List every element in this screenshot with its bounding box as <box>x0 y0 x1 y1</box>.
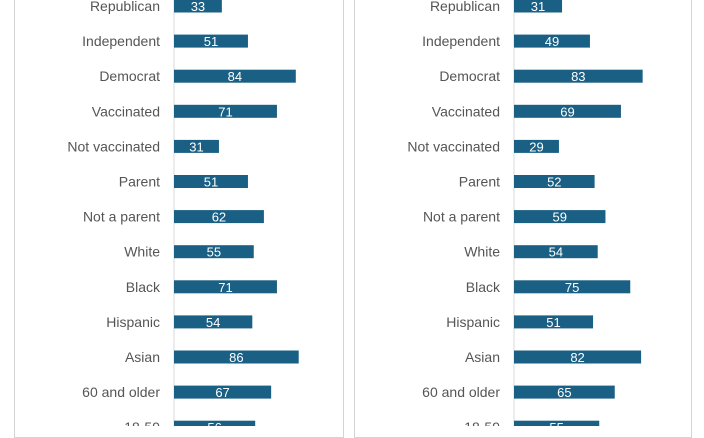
left-bar-black <box>174 280 277 294</box>
right-category-label-18-59: 18-59 <box>464 419 500 426</box>
right-chart: Republican 31 Independent 49 Democrat 83 Vacci… <box>407 0 643 426</box>
right-bar-asian <box>514 350 642 364</box>
left-bar-white <box>174 245 254 259</box>
left-bar-not-a-parent <box>174 210 264 224</box>
left-bar-democrat <box>174 69 296 83</box>
right-value-label-independent: 49 <box>545 34 559 49</box>
right-value-label-asian: 82 <box>570 350 584 365</box>
left-category-label-republican: Republican <box>90 0 160 14</box>
right-category-label-not-vaccinated: Not vaccinated <box>407 138 500 154</box>
left-category-label-18-59: 18-59 <box>124 419 160 426</box>
left-value-label-black: 71 <box>218 280 232 295</box>
right-bar-not-a-parent <box>514 210 606 224</box>
right-category-label-not-a-parent: Not a parent <box>423 209 500 225</box>
right-category-label-independent: Independent <box>422 33 500 49</box>
left-category-label-democrat: Democrat <box>99 68 160 84</box>
right-value-label-60-and-older: 65 <box>557 385 571 400</box>
left-category-label-asian: Asian <box>125 349 160 365</box>
left-value-label-60-and-older: 67 <box>215 385 229 400</box>
right-value-label-black: 75 <box>565 280 579 295</box>
left-bar-asian <box>174 350 299 364</box>
right-bar-republican <box>514 0 563 13</box>
left-category-label-60-and-older: 60 and older <box>82 384 160 400</box>
right-value-label-not-a-parent: 59 <box>552 210 566 225</box>
right-bar-hispanic <box>514 315 594 329</box>
left-category-label-vaccinated: Vaccinated <box>92 103 160 119</box>
left-value-label-white: 55 <box>207 245 221 260</box>
right-category-label-asian: Asian <box>465 349 500 365</box>
right-category-label-republican: Republican <box>430 0 500 14</box>
right-bar-independent <box>514 34 590 48</box>
left-bar-republican <box>174 0 222 13</box>
right-bar-60-and-older <box>514 385 615 399</box>
left-value-label-18-59: 56 <box>207 420 221 426</box>
right-value-label-democrat: 83 <box>571 69 585 84</box>
right-category-label-60-and-older: 60 and older <box>422 384 500 400</box>
right-bar-democrat <box>514 69 643 83</box>
left-category-label-independent: Independent <box>82 33 160 49</box>
right-value-label-vaccinated: 69 <box>560 104 574 119</box>
left-bar-not-vaccinated <box>174 139 219 153</box>
right-bar-vaccinated <box>514 104 621 118</box>
left-bar-parent <box>174 175 248 188</box>
right-category-label-parent: Parent <box>459 174 500 190</box>
bar-charts: Republican 33 Independent 51 Democrat 84 Vacci… <box>67 0 643 426</box>
right-bar-18-59 <box>514 420 600 426</box>
right-category-label-hispanic: Hispanic <box>446 314 500 330</box>
left-category-label-black: Black <box>126 279 161 295</box>
left-value-label-parent: 51 <box>204 175 218 190</box>
right-value-label-hispanic: 51 <box>546 315 560 330</box>
right-value-label-parent: 52 <box>547 175 561 190</box>
right-bar-parent <box>514 175 595 188</box>
left-value-label-hispanic: 54 <box>206 315 220 330</box>
right-value-label-not-vaccinated: 29 <box>529 139 543 154</box>
chart-stage: Republican 33 Independent 51 Democrat 84 Vacci… <box>14 0 692 438</box>
left-category-label-white: White <box>124 244 160 260</box>
left-category-label-not-a-parent: Not a parent <box>83 209 160 225</box>
left-value-label-asian: 86 <box>229 350 243 365</box>
left-value-label-not-a-parent: 62 <box>212 210 226 225</box>
left-category-label-hispanic: Hispanic <box>106 314 160 330</box>
left-bar-60-and-older <box>174 385 272 399</box>
right-category-label-democrat: Democrat <box>439 68 500 84</box>
right-bar-white <box>514 245 598 259</box>
left-value-label-democrat: 84 <box>228 69 242 84</box>
right-bar-black <box>514 280 631 294</box>
right-value-label-18-59: 55 <box>549 420 563 426</box>
right-category-label-white: White <box>464 244 500 260</box>
right-category-label-vaccinated: Vaccinated <box>432 103 500 119</box>
right-bar-not-vaccinated <box>514 139 559 153</box>
left-value-label-republican: 33 <box>191 0 205 14</box>
right-category-label-black: Black <box>466 279 501 295</box>
left-category-label-parent: Parent <box>119 174 160 190</box>
left-chart: Republican 33 Independent 51 Democrat 84 Vacci… <box>67 0 299 426</box>
right-value-label-republican: 31 <box>531 0 545 14</box>
left-value-label-not-vaccinated: 31 <box>189 139 203 154</box>
left-bar-hispanic <box>174 315 253 329</box>
right-value-label-white: 54 <box>549 245 563 260</box>
left-category-label-not-vaccinated: Not vaccinated <box>67 138 160 154</box>
left-bar-18-59 <box>174 420 256 426</box>
left-value-label-vaccinated: 71 <box>218 104 232 119</box>
left-bar-independent <box>174 34 248 48</box>
left-bar-vaccinated <box>174 104 277 118</box>
left-value-label-independent: 51 <box>204 34 218 49</box>
